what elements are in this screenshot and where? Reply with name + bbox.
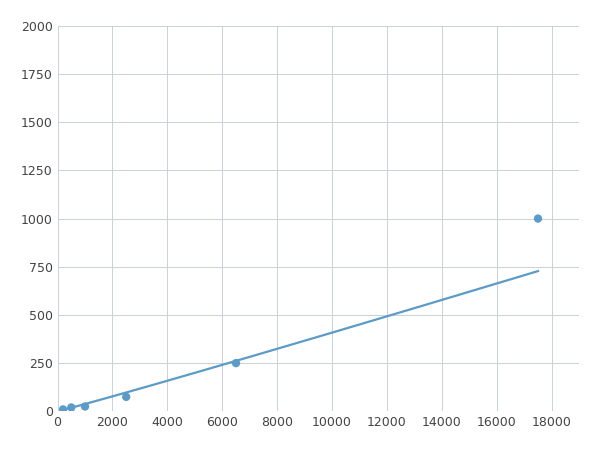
Point [231,360,241,367]
Point [80,403,90,410]
Point [121,393,131,400]
Point [533,215,543,222]
Point [67,404,76,411]
Point [58,406,68,413]
